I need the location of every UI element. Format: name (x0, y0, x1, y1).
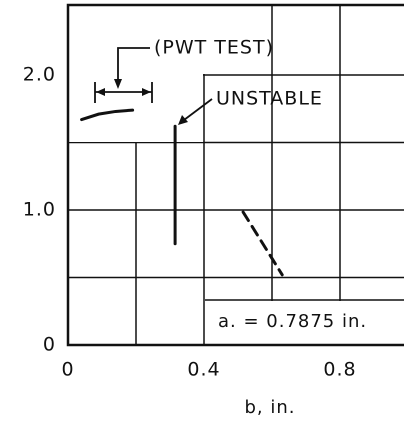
pwt-bracket (94, 47, 153, 103)
plot-frame (66, 3, 404, 347)
annotation: a. = 0.7875 in. (218, 311, 367, 332)
unstable-arrow (178, 98, 213, 125)
x-tick-label: 0.8 (323, 359, 356, 381)
plot (80, 108, 284, 277)
x-axis-label: b, in. (245, 397, 296, 418)
x-tick-label: 0.4 (187, 359, 220, 381)
y-tick-label: 2.0 (23, 64, 56, 86)
label-box (207, 301, 404, 344)
y-tick-label: 0 (43, 334, 56, 356)
label-clear (69, 6, 207, 74)
annotation: (PWT TEST) (154, 37, 274, 59)
label-clear (69, 74, 203, 142)
x-tick-label: 0 (61, 359, 74, 381)
data-line (80, 108, 135, 122)
data-line (241, 210, 284, 277)
annotation: UNSTABLE (216, 88, 323, 110)
y-tick-label: 1.0 (23, 199, 56, 221)
